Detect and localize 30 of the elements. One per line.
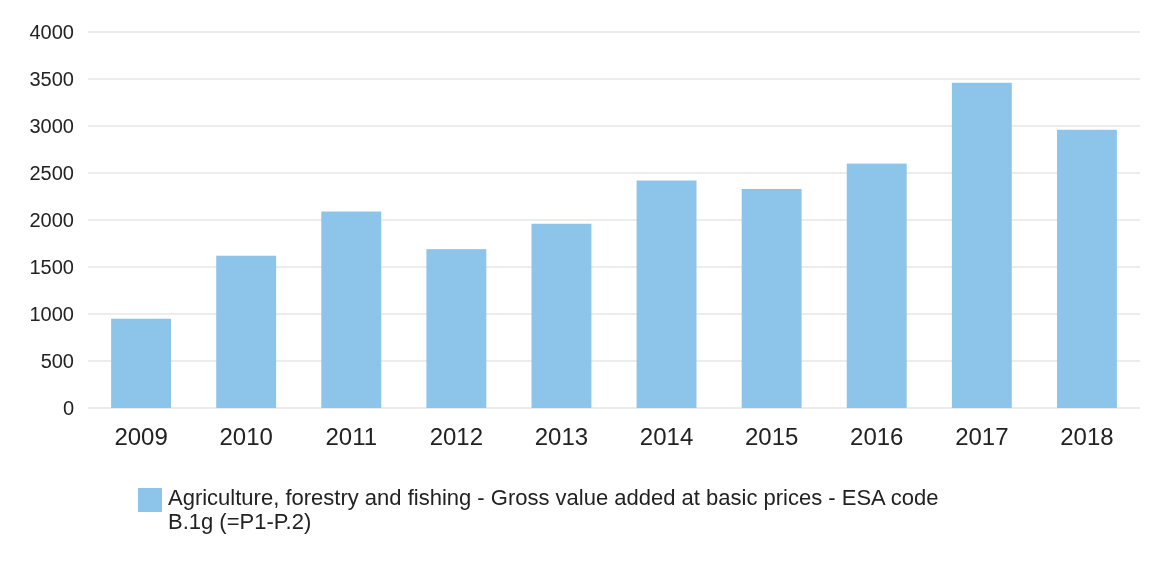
bar <box>846 163 907 408</box>
bar <box>111 318 172 408</box>
x-tick-label: 2016 <box>850 423 904 450</box>
y-tick-label: 2500 <box>29 162 74 184</box>
y-tick-label: 3500 <box>29 68 74 90</box>
y-tick-label: 0 <box>62 397 74 419</box>
y-tick-label: 2000 <box>29 209 74 231</box>
bar <box>531 223 592 408</box>
bar <box>1056 129 1117 408</box>
y-tick-label: 4000 <box>29 21 74 43</box>
x-tick-label: 2012 <box>429 423 484 450</box>
x-tick-label: 2010 <box>219 423 273 450</box>
y-tick-label: 500 <box>40 350 74 372</box>
x-tick-label: 2009 <box>114 423 168 450</box>
bar <box>426 249 487 408</box>
y-tick-label: 1500 <box>29 256 74 278</box>
x-tick-label: 2018 <box>1060 423 1114 450</box>
x-tick-label: 2013 <box>534 423 589 450</box>
y-tick-label: 1000 <box>29 303 74 325</box>
bar <box>636 180 697 408</box>
x-tick-label: 2015 <box>744 423 799 450</box>
y-tick-label: 3000 <box>29 115 74 137</box>
x-tick-label: 2011 <box>325 423 378 450</box>
bar <box>321 211 382 408</box>
bar <box>216 255 277 408</box>
x-tick-label: 2017 <box>955 423 1009 450</box>
bar <box>741 188 802 408</box>
x-tick-label: 2014 <box>639 423 694 450</box>
legend-label: Agriculture, forestry and fishing - Gross value added at basic prices - ESA code B.1g (=P1-P.2) <box>168 485 939 534</box>
bar <box>951 82 1012 408</box>
